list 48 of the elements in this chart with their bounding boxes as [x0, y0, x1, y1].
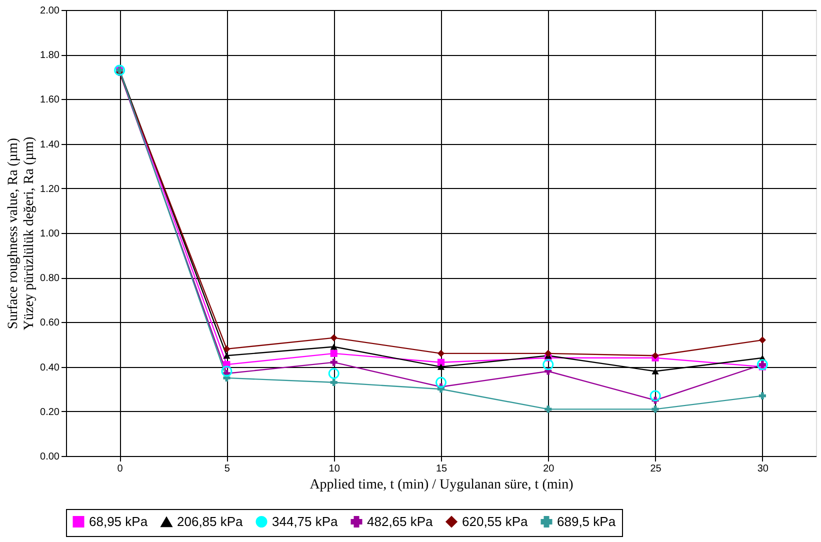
point [437, 350, 445, 357]
y-tick-label: 2.00 [40, 6, 60, 16]
legend-label: 620,55 kPa [462, 514, 529, 529]
point [758, 336, 766, 344]
point [437, 364, 445, 370]
text: Yüzey pürüzlülük değeri, Ra (µm) [22, 136, 38, 330]
point [330, 378, 338, 386]
x-tick-label: 25 [650, 464, 662, 474]
point [223, 352, 230, 359]
y-tick-label: 1.60 [40, 94, 60, 106]
point [330, 344, 338, 350]
point [652, 368, 659, 374]
point [652, 406, 659, 413]
y-tick-label: 0.80 [40, 273, 60, 284]
point [330, 334, 338, 342]
legend-label: 482,65 kPa [367, 514, 434, 529]
point [650, 390, 661, 402]
x-tick-label: 0 [117, 464, 124, 474]
x-tick-label: 5 [224, 464, 230, 474]
y-tick-label: 0.00 [40, 452, 60, 462]
legend-label: 344,75 kPa [272, 514, 339, 529]
y-tick-label: 1.80 [40, 50, 60, 62]
y-tick-label: 0.40 [40, 362, 60, 374]
y-tick-label: 1.40 [40, 139, 60, 150]
y-tick-label: 0.60 [40, 318, 60, 329]
y-tick-label: 1.20 [40, 184, 60, 195]
point [330, 350, 338, 357]
point [544, 406, 552, 413]
x-tick-label: 15 [436, 464, 448, 474]
text: Surface roughness value, Ra (µm) [6, 138, 22, 330]
y-tick-label: 1.00 [40, 228, 60, 240]
x-axis-title: Applied time, t (min) / Uygulanan süre, t (min) [310, 478, 574, 492]
point [544, 350, 552, 357]
legend-label: 689,5 kPa [557, 514, 616, 529]
point [221, 366, 232, 377]
point [223, 345, 230, 352]
y-tick-label: 0.20 [40, 406, 60, 418]
point [437, 358, 445, 366]
point [330, 358, 338, 366]
legend-label: 68,95 kPa [89, 514, 148, 529]
point [542, 359, 554, 370]
x-tick-label: 10 [328, 464, 340, 474]
x-tick-label: 20 [543, 464, 555, 474]
x-tick-label: 30 [757, 464, 769, 474]
point [758, 392, 766, 400]
legend-label: 206,85 kPa [177, 514, 244, 530]
point [436, 376, 446, 388]
point [328, 368, 340, 379]
